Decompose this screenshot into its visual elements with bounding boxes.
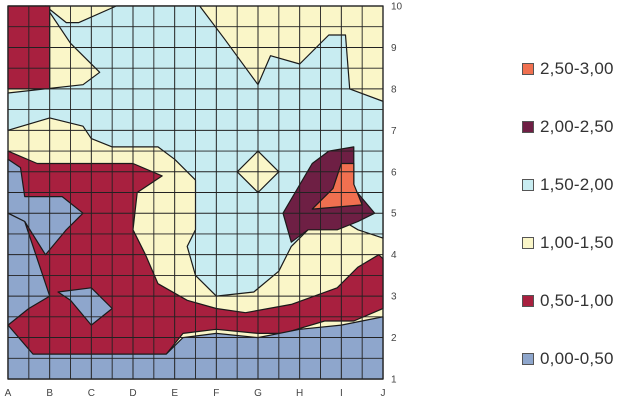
- legend-label: 2,50-3,00: [540, 59, 614, 78]
- legend-item: 1,50-2,00: [522, 156, 614, 214]
- y-axis-ticks: 1 2 3 4 5 6 7 8 9 10: [391, 2, 403, 386]
- legend-swatch: [522, 237, 534, 249]
- legend-item: 2,00-2,50: [522, 98, 614, 156]
- legend-item: 2,50-3,00: [522, 40, 614, 98]
- y-tick-label: 7: [391, 126, 397, 137]
- plot-frame: [7, 5, 384, 380]
- legend-label: 1,50-2,00: [540, 175, 614, 194]
- legend-item: 1,00-1,50: [522, 214, 614, 272]
- grid-lines: [7, 5, 384, 380]
- x-tick-label: D: [129, 388, 136, 399]
- x-axis-ticks: A B C D E F G H I J: [5, 388, 386, 399]
- legend-swatch: [522, 179, 534, 191]
- y-tick-label: 4: [391, 250, 397, 261]
- legend-label: 2,00-2,50: [540, 117, 614, 136]
- y-tick-label: 2: [391, 333, 397, 344]
- y-tick-label: 9: [391, 43, 397, 54]
- x-tick-label: B: [46, 388, 53, 399]
- legend-label: 1,00-1,50: [540, 233, 614, 252]
- legend-item: 0,00-0,50: [522, 330, 614, 388]
- y-tick-label: 10: [391, 2, 403, 13]
- x-tick-label: F: [213, 388, 219, 399]
- y-tick-label: 8: [391, 84, 397, 95]
- legend-swatch: [522, 63, 534, 75]
- x-tick-label: E: [171, 388, 178, 399]
- legend-swatch: [522, 353, 534, 365]
- x-tick-label: G: [254, 388, 262, 399]
- y-tick-label: 6: [391, 167, 397, 178]
- x-tick-label: C: [88, 388, 95, 399]
- legend-label: 0,50-1,00: [540, 291, 614, 310]
- x-tick-label: J: [381, 388, 386, 399]
- legend-label: 0,00-0,50: [540, 349, 614, 368]
- y-tick-label: 1: [391, 375, 397, 386]
- x-tick-label: A: [5, 388, 12, 399]
- legend-swatch: [522, 121, 534, 133]
- legend-item: 0,50-1,00: [522, 272, 614, 330]
- legend-swatch: [522, 295, 534, 307]
- y-tick-label: 5: [391, 209, 397, 220]
- y-tick-label: 3: [391, 292, 397, 303]
- x-tick-label: H: [296, 388, 303, 399]
- legend: 2,50-3,00 2,00-2,50 1,50-2,00 1,00-1,50 0,50…: [522, 40, 614, 388]
- x-tick-label: I: [340, 388, 343, 399]
